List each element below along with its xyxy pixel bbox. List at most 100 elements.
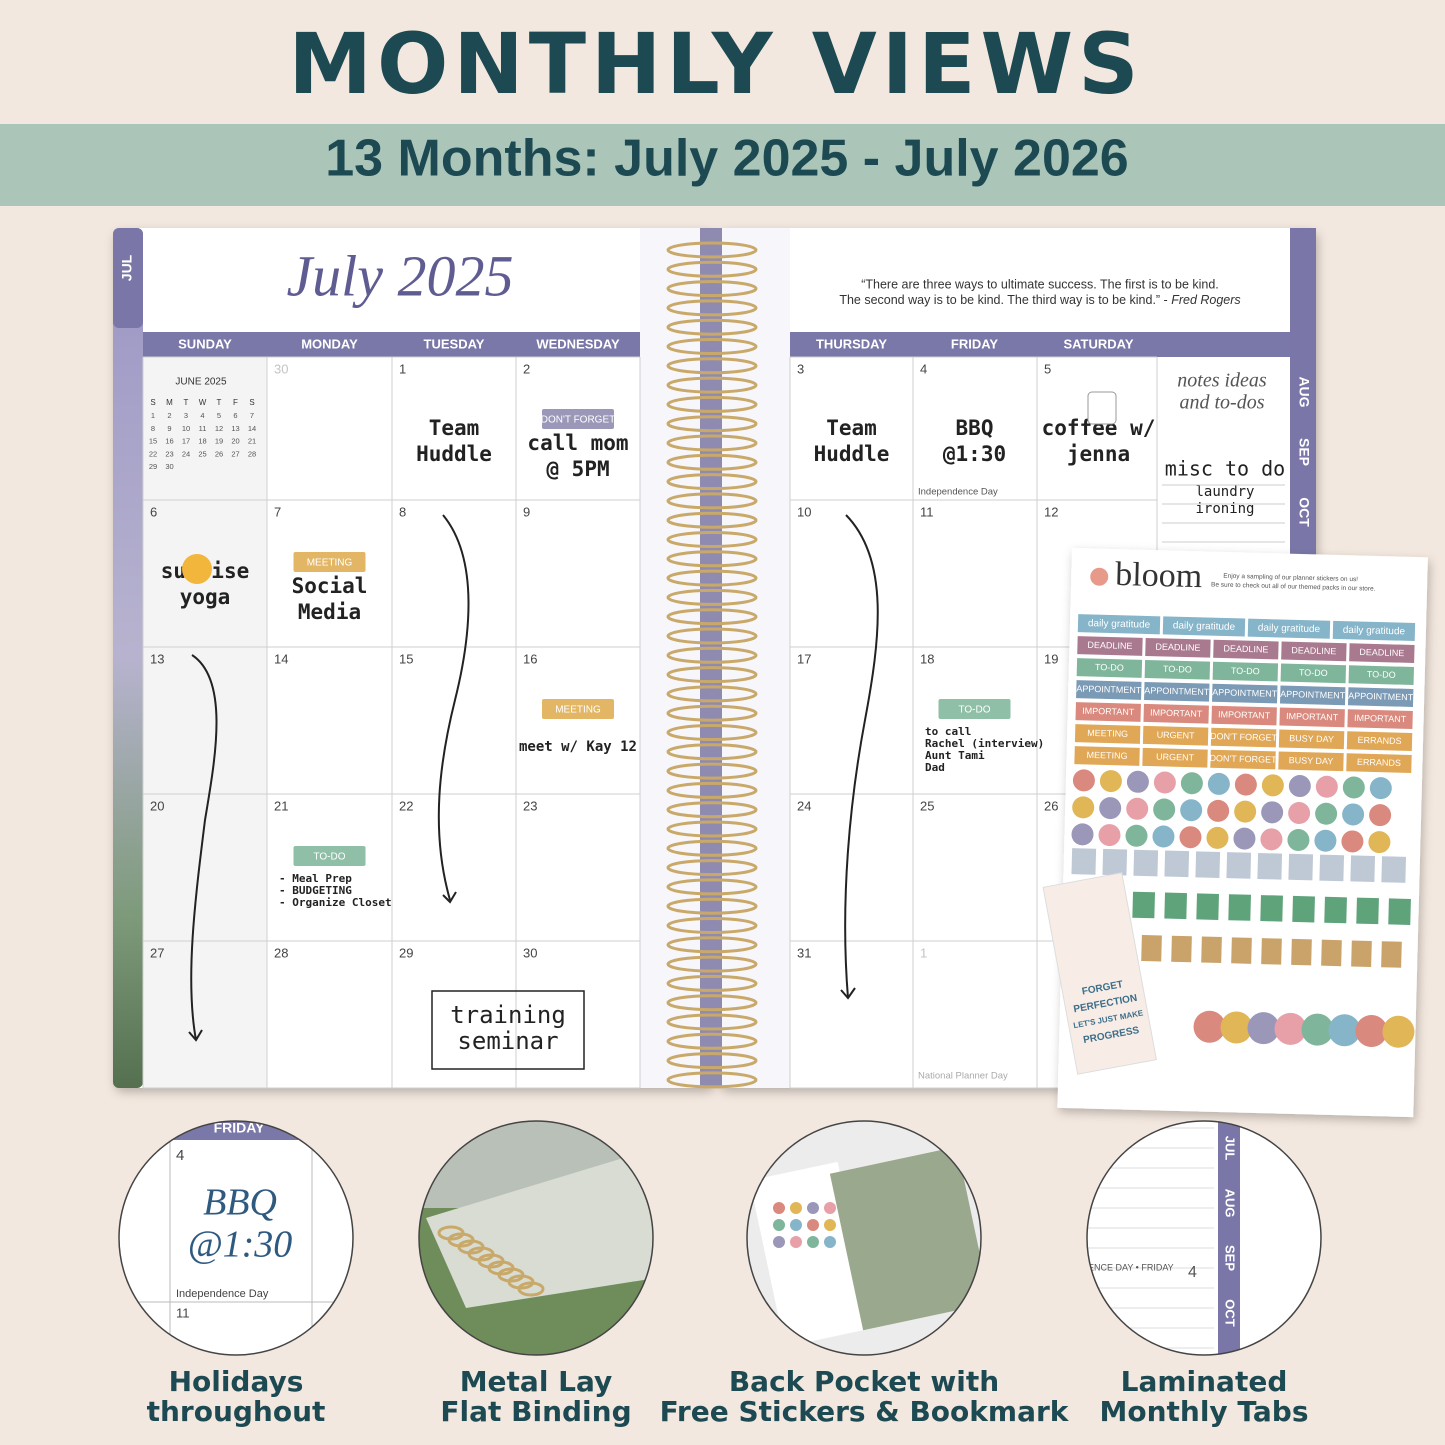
handwritten-note: Rachel (interview) — [925, 737, 1044, 750]
mini-day: 27 — [231, 449, 239, 458]
icon-sticker — [1314, 829, 1337, 852]
month-tab-label: SEP — [1296, 438, 1312, 466]
sticker-label-chip — [1142, 747, 1208, 768]
note-box — [431, 990, 585, 1070]
month-tab-label: OCT — [1223, 1299, 1238, 1327]
mini-day: 15 — [149, 437, 157, 446]
bag-sticker — [1321, 939, 1342, 967]
handwritten-note: Social — [292, 574, 368, 598]
icon-sticker — [1369, 804, 1392, 827]
bag-sticker — [1141, 934, 1162, 962]
icon-sticker — [1341, 830, 1364, 853]
mini-day: 21 — [248, 437, 256, 446]
calendar: July 2025 JUL “There are three ways to ult… — [119, 243, 1312, 1089]
mini-day: 4 — [200, 411, 204, 420]
sticker-text: daily gratitude — [1258, 623, 1321, 636]
badge-sticker — [1133, 849, 1159, 877]
spiral-ring — [666, 762, 758, 780]
circle-fill — [119, 1121, 353, 1355]
mini-day: 18 — [198, 437, 206, 446]
icon-sticker — [1126, 797, 1149, 820]
spiral-ring — [666, 1013, 758, 1031]
badge-sticker — [1381, 856, 1407, 883]
sticker-label-chip — [1077, 614, 1161, 635]
sticker-label-chip — [1346, 731, 1413, 751]
arrow-head — [442, 891, 457, 904]
arrows — [188, 514, 879, 1042]
day-header-label: FRIDAY — [214, 1120, 265, 1136]
sticker-text: URGENT — [1157, 730, 1196, 741]
feature-circle: FRIDAY 4 BBQ@1:30 Independence Day 11 — [119, 1120, 353, 1355]
spiral-ring — [666, 395, 758, 413]
sticker-label: TO-DO — [313, 852, 345, 863]
badge-sticker — [1102, 848, 1128, 876]
mini-day: 29 — [149, 462, 157, 471]
badge-sticker — [1319, 854, 1345, 882]
circle-border — [418, 1120, 654, 1356]
spiral-ring — [666, 646, 758, 664]
sticker-label-chip — [1210, 727, 1277, 748]
flag-sticker — [1260, 895, 1283, 922]
spiral-ring — [666, 280, 758, 298]
sticker-text: IMPORTANT — [1354, 713, 1407, 724]
mini-day: 22 — [149, 449, 157, 458]
pocket-photo — [829, 1146, 981, 1331]
date-number: 1 — [920, 945, 927, 960]
feature-caption: Back Pocket with — [729, 1365, 999, 1398]
sticker-text: BUSY DAY — [1289, 755, 1334, 766]
sticker-label-chip — [1278, 729, 1345, 750]
sticker-label-chip — [1212, 661, 1279, 682]
sticker-label-chip — [1279, 707, 1345, 728]
mini-day: 24 — [182, 449, 190, 458]
icon-sticker — [1234, 773, 1257, 796]
weekday-label: THURSDAY — [816, 336, 887, 351]
sticker-label-chip — [1280, 663, 1347, 684]
date-number: 3 — [797, 361, 804, 376]
date-number: 19 — [1044, 651, 1058, 666]
sticker-text: APPOINTMENT — [1076, 684, 1142, 696]
weekday-bar — [790, 332, 1290, 357]
icon-sticker — [1206, 826, 1229, 849]
spiral-ring — [666, 801, 758, 819]
spiral-ring — [666, 492, 758, 510]
flag-sticker — [1292, 895, 1315, 923]
sticker-label-chip — [1074, 746, 1140, 766]
date-number: 1 — [399, 361, 406, 376]
mini-day: 25 — [198, 449, 206, 458]
sticker — [938, 699, 1011, 719]
sticker-label-chip — [1247, 618, 1331, 639]
date-number: 26 — [1044, 798, 1058, 813]
sticker-text: TO-DO — [1231, 666, 1260, 677]
mini-day: 9 — [167, 424, 171, 433]
flag-sticker — [1356, 897, 1379, 925]
spiral-ring — [666, 608, 758, 626]
handwritten-note: Huddle — [416, 442, 492, 466]
icon-sticker — [1368, 831, 1391, 854]
brand-name: bloom — [1115, 556, 1203, 595]
spiral-ring — [666, 299, 758, 317]
spiral-ring — [666, 878, 758, 896]
mini-day: 23 — [165, 449, 173, 458]
spiral-ring — [666, 376, 758, 394]
icon-sticker — [1099, 797, 1122, 820]
round-sticker — [1382, 1015, 1415, 1048]
quote: The second way is to be kind. The third … — [839, 293, 1240, 307]
badge-sticker — [1288, 853, 1314, 881]
icon-sticker — [824, 1236, 836, 1248]
sticker-label: TO-DO — [958, 705, 990, 716]
spiral-ring — [666, 318, 758, 336]
handwritten-note: @1:30 — [943, 442, 1006, 466]
mini-weekday: T — [184, 398, 189, 407]
mini-day: 5 — [217, 411, 221, 420]
spiral-ring — [666, 569, 758, 587]
round-sticker — [1220, 1011, 1253, 1044]
mini-weekday: W — [199, 398, 207, 407]
month-title: July 2025 — [286, 243, 513, 308]
bag-sticker — [1261, 938, 1282, 965]
feature-caption: Metal Lay — [460, 1365, 613, 1398]
mini-day: 10 — [182, 424, 190, 433]
spiral-ring — [666, 241, 758, 259]
sticker-label-chip — [1348, 665, 1415, 685]
sticker-label-chip — [1077, 636, 1143, 656]
date-number: 2 — [523, 361, 530, 376]
